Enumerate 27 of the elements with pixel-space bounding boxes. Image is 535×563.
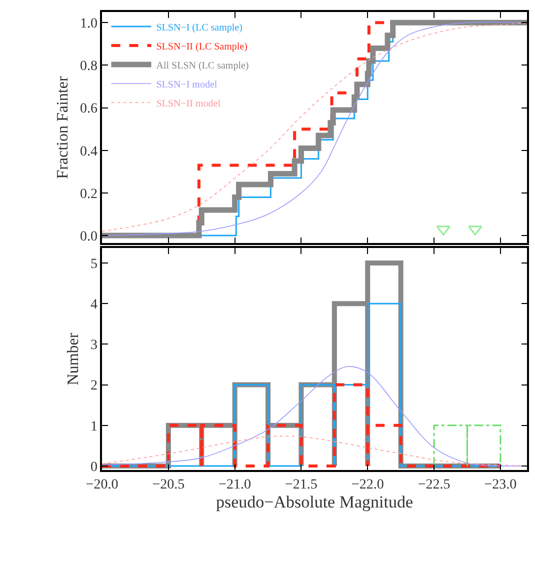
x-tick-label: −21.0 (218, 478, 252, 493)
y-tick-label: 0.6 (80, 102, 98, 117)
y-tick-label: 0.4 (80, 144, 98, 160)
x-tick-label: −23.0 (484, 478, 517, 493)
y-tick-label: 0 (90, 460, 98, 475)
y-axis-title: Fraction Fainter (54, 76, 72, 179)
legend-label: SLSN−I model (156, 79, 218, 90)
y-tick-label: 0.8 (80, 59, 98, 74)
y-tick-label: 5 (90, 256, 98, 272)
legend-label: All SLSN (LC sample) (156, 60, 249, 72)
x-tick-label: −22.0 (351, 478, 384, 493)
legend-label: SLSN−II model (156, 98, 221, 110)
x-tick-label: −20.0 (86, 478, 118, 493)
x-axis-title: pseudo−Absolute Magnitude (216, 492, 414, 512)
x-tick-label: −22.5 (418, 478, 450, 493)
y-tick-label: 0.2 (80, 186, 98, 202)
y-tick-label: 1 (90, 419, 98, 434)
x-tick-label: −20.5 (152, 478, 185, 493)
y-tick-label: 0.0 (80, 229, 98, 244)
legend-label: SLSN−I (LC sample) (156, 22, 242, 34)
y-tick-label: 2 (90, 378, 98, 394)
y-tick-label: 1.0 (80, 16, 98, 32)
y-tick-label: 3 (90, 338, 98, 354)
y-tick-label: 4 (90, 298, 98, 312)
legend-label: SLSN−II (LC Sample) (156, 41, 248, 52)
x-tick-label: −21.5 (285, 478, 318, 493)
y-axis-title: Number (64, 332, 82, 386)
